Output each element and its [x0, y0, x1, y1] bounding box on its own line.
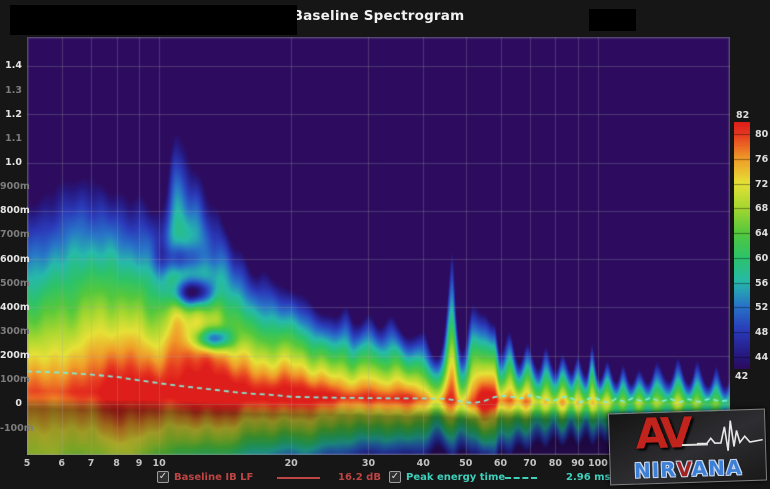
x-tick-label: 50 [459, 458, 473, 469]
baseline-checkbox[interactable]: ✓ [157, 471, 169, 483]
peak-energy-value: 2.96 ms [566, 472, 611, 483]
redacted-region-right [589, 9, 636, 31]
x-tick-label: 6 [58, 458, 66, 469]
peak-energy-label: Peak energy time [406, 472, 506, 483]
logo-nirvana-text: NIRVANA [633, 455, 743, 483]
colorbar-min-label: 42 [735, 371, 749, 382]
y-tick-label: 300m [0, 326, 30, 338]
peak-energy-checkbox[interactable]: ✓ [389, 471, 401, 483]
logo-av-text: AV [634, 407, 689, 459]
x-tick-label: 90 [571, 458, 585, 469]
x-tick-label: 70 [523, 458, 537, 469]
redacted-region-left [10, 5, 297, 35]
y-tick-label: 600m [0, 253, 30, 265]
y-tick-label: 100m [0, 374, 30, 386]
colorbar-tick-label: 60 [755, 252, 769, 264]
x-tick-label: 10 [152, 458, 166, 469]
y-tick-label: 700m [0, 229, 30, 241]
colorbar-tick-label: 64 [755, 228, 769, 240]
colorbar-tick-label: 80 [755, 129, 769, 141]
colorbar-tick-label: 52 [755, 302, 769, 314]
y-tick-label: 800m [0, 205, 30, 217]
x-tick-label: 100 [587, 458, 608, 469]
x-tick-label: 8 [113, 458, 120, 469]
av-nirvana-logo: AV NIRVANA [607, 407, 768, 486]
chart-title: Baseline Spectrogram [292, 8, 465, 24]
colorbar-tick-label: 56 [755, 277, 769, 289]
colorbar [734, 122, 750, 369]
y-tick-label: 1.3 [5, 84, 22, 96]
x-tick-label: 5 [23, 458, 31, 469]
baseline-line-swatch [277, 477, 320, 479]
y-tick-label: -100m [0, 422, 34, 434]
x-tick-label: 7 [87, 458, 95, 469]
colorbar-max-label: 82 [736, 110, 750, 121]
x-tick-label: 9 [135, 458, 143, 469]
y-tick-label: 1.0 [5, 157, 22, 169]
y-tick-label: 0 [15, 398, 22, 410]
x-tick-label: 40 [416, 458, 430, 469]
y-tick-label: 200m [0, 350, 30, 362]
baseline-level-value: 16.2 dB [338, 472, 381, 483]
y-tick-label: 500m [0, 277, 30, 289]
colorbar-tick-label: 48 [755, 326, 769, 338]
baseline-legend-label: Baseline IB LF [174, 472, 254, 483]
y-tick-label: 1.4 [5, 60, 22, 72]
colorbar-tick-label: 72 [755, 178, 769, 190]
x-tick-label: 80 [548, 458, 562, 469]
y-tick-label: 1.1 [5, 132, 22, 144]
legend-bar: ✓ Baseline IB LF 16.2 dB ✓ Peak energy t… [0, 468, 770, 488]
x-tick-label: 30 [361, 458, 376, 469]
peak-energy-dash-swatch [505, 477, 537, 479]
y-tick-label: 400m [0, 301, 30, 313]
colorbar-tick-label: 44 [755, 351, 769, 363]
y-tick-label: 1.2 [5, 108, 22, 120]
waveform-icon [696, 420, 763, 451]
x-tick-label: 20 [284, 458, 298, 469]
spectrogram-canvas[interactable] [27, 37, 730, 455]
colorbar-tick-label: 68 [755, 203, 769, 215]
y-tick-label: 900m [0, 181, 30, 193]
spectrogram-plot-area[interactable] [27, 37, 730, 455]
colorbar-tick-label: 76 [755, 154, 769, 166]
x-tick-label: 60 [493, 458, 508, 469]
